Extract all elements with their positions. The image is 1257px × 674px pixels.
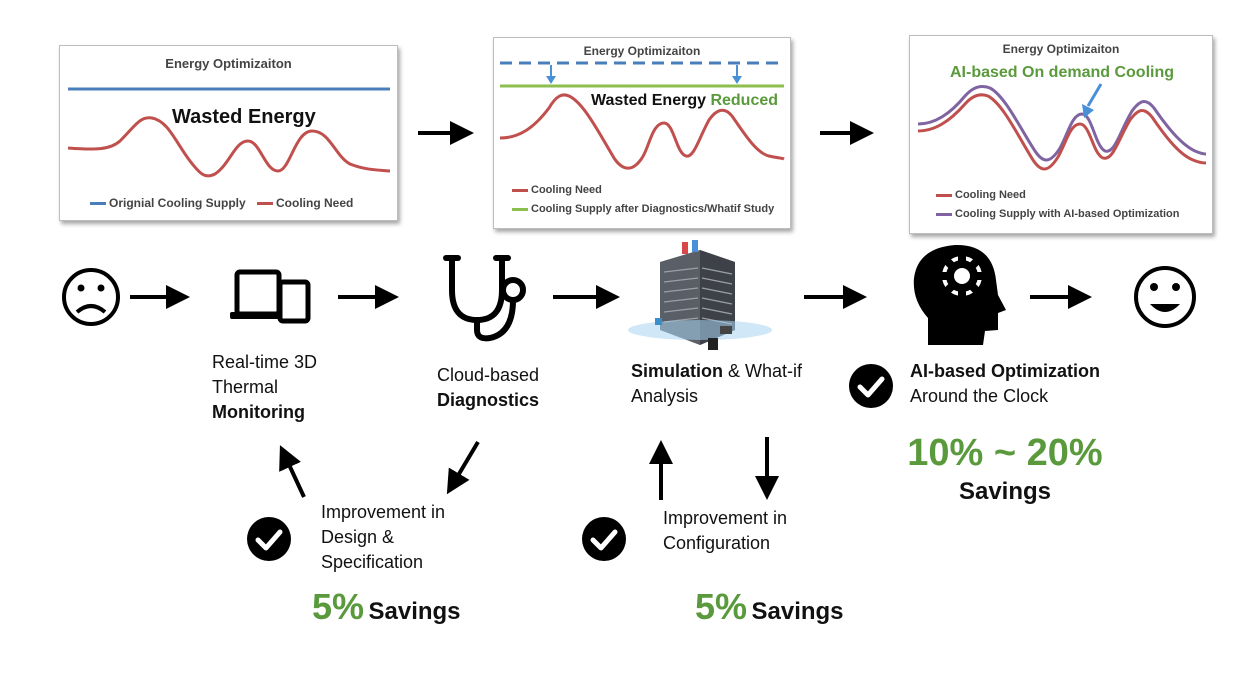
check-icon xyxy=(849,364,893,408)
legend-label: Cooling Need xyxy=(955,189,1026,201)
reduced-text: Reduced xyxy=(710,92,779,109)
improvement-line: Configuration xyxy=(663,533,771,553)
savings-percent: 5% xyxy=(695,586,748,627)
down-arrow-icon xyxy=(546,65,556,84)
step-line: Around the Clock xyxy=(910,386,1049,406)
legend-label: Cooling Supply with AI-based Optimizatio… xyxy=(955,208,1180,220)
legend-entry: Cooling Supply after Diagnostics/Whatif … xyxy=(512,203,774,215)
simulation-bold-text: Simulation xyxy=(631,361,724,381)
ai-supply-curve xyxy=(917,84,1207,162)
legend-entry: Cooling Supply with AI-based Optimizatio… xyxy=(936,208,1179,220)
sad-face-icon xyxy=(62,268,120,326)
panel-title: Energy Optimizaiton xyxy=(583,44,701,58)
improvement-design-label: Improvement in Design & Specification xyxy=(321,500,445,575)
step-line: AI-based Optimization xyxy=(910,361,1101,381)
stethoscope-icon xyxy=(443,255,526,342)
cooling-need-curve xyxy=(499,93,785,170)
ai-head-gear-icon xyxy=(913,244,1006,345)
legend-label: Cooling Need xyxy=(276,196,354,210)
legend-swatch-green xyxy=(512,207,528,211)
savings-percent: 10% ~ 20% xyxy=(907,432,1103,474)
panel-title: Energy Optimizaiton xyxy=(165,56,292,71)
improvement-line: Improvement in xyxy=(663,508,788,528)
pointer-arrow-icon xyxy=(1082,83,1103,118)
server-building-icon xyxy=(628,240,772,350)
panel-title: Energy Optimizaiton xyxy=(1002,42,1120,56)
step-line: Analysis xyxy=(631,386,699,406)
chart-panel-reduced: Energy Optimizaiton Wasted Energy Reduce… xyxy=(493,37,791,229)
step-ai-label: AI-based Optimization Around the Clock xyxy=(910,359,1100,409)
step-line: Real-time 3D xyxy=(212,352,318,372)
legend-swatch-purple xyxy=(936,212,952,216)
savings-label: Savings xyxy=(368,598,461,625)
simulation-rest-text: & What-if xyxy=(723,361,803,381)
savings-label: Savings xyxy=(958,478,1052,505)
legend-swatch-red xyxy=(257,202,274,206)
step-diagnostics-label: Cloud-based Diagnostics xyxy=(437,363,539,413)
happy-face-icon xyxy=(1134,266,1196,328)
chart-panel-original: Energy Optimizaiton Wasted Energy Origni… xyxy=(59,45,398,221)
wasted-energy-reduced-label: Wasted Energy Reduced xyxy=(591,92,778,110)
cooling-chart-reduced xyxy=(499,61,785,170)
legend-swatch-red xyxy=(512,188,528,192)
legend-label: Orignial Cooling Supply xyxy=(109,196,246,210)
step-line: Cloud-based xyxy=(437,365,540,385)
legend-swatch-red xyxy=(936,193,952,197)
arrow-down-left xyxy=(446,440,480,495)
cooling-chart-ai xyxy=(917,83,1207,171)
step-line: Simulation & What-if xyxy=(631,359,802,384)
savings-config: 5% Savings xyxy=(695,586,844,628)
step-line: Monitoring xyxy=(212,402,305,422)
savings-design: 5% Savings xyxy=(312,586,461,628)
savings-ai: 10% ~ 20% Savings xyxy=(880,430,1130,508)
down-arrow-icon xyxy=(732,65,742,84)
savings-percent: 5% xyxy=(312,586,365,627)
check-icon xyxy=(582,517,626,561)
improvement-line: Improvement in xyxy=(321,502,446,522)
chart-panel-ai: Energy Optimizaiton AI-based On demand C… xyxy=(909,35,1213,234)
cooling-need-curve xyxy=(67,116,391,178)
legend: Cooling Need Cooling Supply after Diagno… xyxy=(512,184,774,215)
step-line: Thermal xyxy=(212,377,279,397)
wasted-energy-text: Wasted Energy xyxy=(591,92,706,109)
ai-on-demand-label: AI-based On demand Cooling xyxy=(950,64,1175,81)
legend-swatch-blue xyxy=(90,202,106,206)
savings-label: Savings xyxy=(751,598,844,625)
legend: Cooling Need Cooling Supply with AI-base… xyxy=(936,189,1179,220)
wasted-energy-label: Wasted Energy xyxy=(172,106,316,128)
step-monitoring-label: Real-time 3D Thermal Monitoring xyxy=(212,350,317,425)
legend-label: Cooling Supply after Diagnostics/Whatif … xyxy=(531,203,775,215)
step-line: Diagnostics xyxy=(437,390,540,410)
devices-icon xyxy=(230,269,311,324)
legend-entry: Cooling Need xyxy=(936,189,1179,201)
arrow-up-left xyxy=(279,445,306,498)
check-icon xyxy=(247,517,291,561)
cooling-chart-original xyxy=(67,87,391,178)
improvement-config-label: Improvement in Configuration xyxy=(663,506,787,556)
improvement-line: Design & xyxy=(321,527,395,547)
legend-entry: Cooling Need xyxy=(512,184,774,196)
improvement-line: Specification xyxy=(321,552,424,572)
cooling-need-curve xyxy=(917,93,1207,171)
step-simulation-label: Simulation & What-if Analysis xyxy=(631,359,802,409)
legend: Orignial Cooling Supply Cooling Need xyxy=(90,196,353,210)
legend-label: Cooling Need xyxy=(531,184,602,196)
